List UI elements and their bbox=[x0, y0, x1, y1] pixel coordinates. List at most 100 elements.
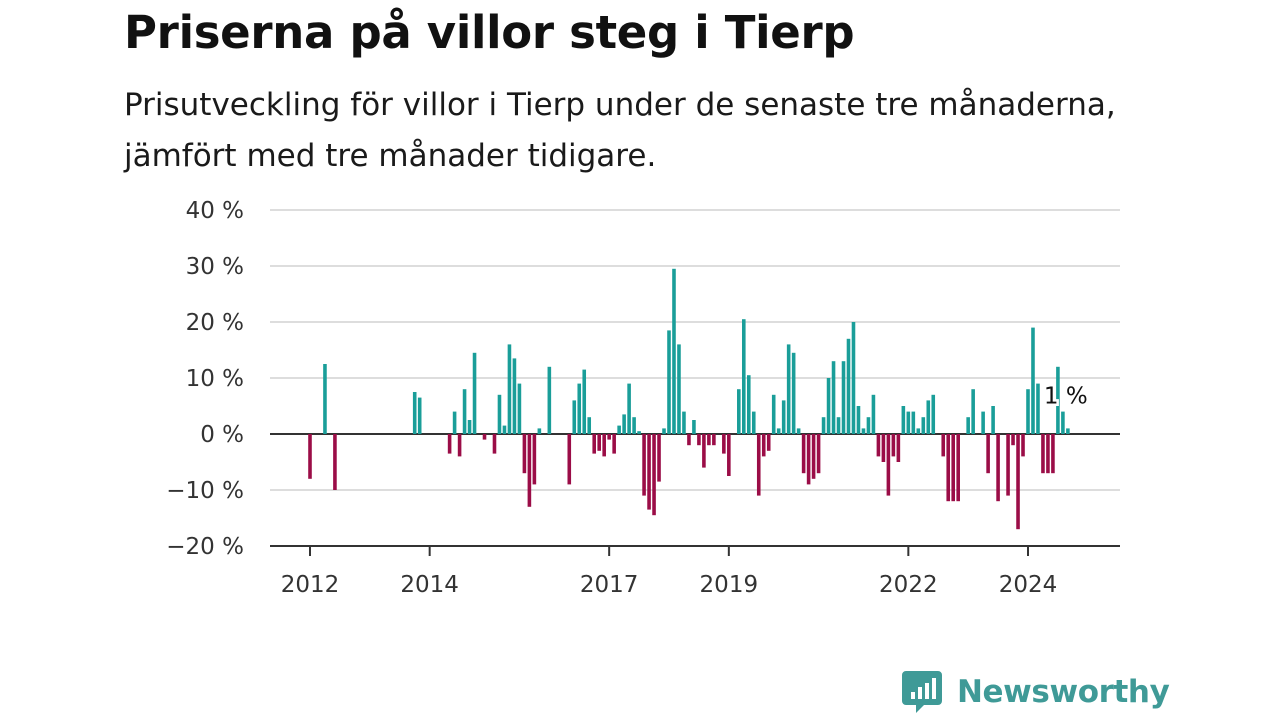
bar bbox=[333, 434, 337, 490]
x-tick-label: 2022 bbox=[879, 572, 938, 598]
y-axis-ticks: 40 % 30 % 20 % 10 % 0 % −10 % −20 % bbox=[166, 198, 244, 560]
bar bbox=[1046, 434, 1050, 474]
x-tick-label: 2024 bbox=[999, 572, 1058, 598]
bar bbox=[951, 434, 956, 502]
bar bbox=[931, 394, 936, 434]
bar bbox=[1056, 366, 1060, 434]
bar bbox=[806, 434, 811, 485]
x-tick-label: 2012 bbox=[281, 572, 340, 598]
bar bbox=[791, 352, 796, 434]
bar bbox=[866, 417, 871, 434]
last-value-label: 1 % bbox=[1044, 383, 1088, 409]
bar bbox=[452, 411, 457, 434]
y-tick-label: −20 % bbox=[166, 534, 244, 560]
bar bbox=[746, 375, 751, 434]
newsworthy-logo-icon bbox=[902, 671, 942, 713]
x-tick-label: 2014 bbox=[400, 572, 459, 598]
bar bbox=[971, 389, 975, 434]
bar bbox=[737, 389, 741, 434]
bar bbox=[896, 434, 901, 462]
bar bbox=[532, 434, 537, 485]
bar bbox=[1026, 389, 1030, 434]
bar bbox=[612, 434, 616, 454]
bar bbox=[527, 434, 532, 507]
bar bbox=[766, 434, 771, 451]
bar bbox=[672, 268, 676, 434]
bar bbox=[821, 417, 826, 434]
bar bbox=[826, 378, 831, 434]
bar bbox=[617, 425, 621, 434]
bar bbox=[946, 434, 951, 502]
bar bbox=[517, 383, 522, 434]
bar bbox=[417, 397, 422, 434]
bar bbox=[702, 434, 706, 468]
bar bbox=[981, 411, 985, 434]
bar bbox=[881, 434, 886, 462]
bar bbox=[856, 406, 861, 434]
bar bbox=[587, 417, 592, 434]
bar bbox=[727, 434, 731, 476]
bar bbox=[1031, 327, 1035, 434]
y-tick-label: 40 % bbox=[186, 198, 244, 224]
bar bbox=[652, 434, 656, 516]
bar bbox=[956, 434, 960, 502]
bar bbox=[781, 400, 786, 434]
bar bbox=[906, 411, 911, 434]
bar bbox=[916, 428, 921, 434]
bar bbox=[816, 434, 821, 474]
bar bbox=[831, 361, 836, 434]
bar bbox=[637, 431, 641, 434]
bar bbox=[836, 417, 841, 434]
bar bbox=[547, 366, 552, 434]
bar bbox=[662, 428, 666, 434]
bar bbox=[677, 344, 681, 434]
bar bbox=[492, 434, 497, 454]
newsworthy-brand: Newsworthy bbox=[902, 670, 1170, 714]
bar bbox=[1051, 434, 1055, 474]
bar bbox=[941, 434, 946, 457]
y-tick-label: 10 % bbox=[186, 366, 244, 392]
bar bbox=[851, 322, 856, 434]
bar bbox=[472, 352, 477, 434]
bar bbox=[712, 434, 716, 446]
bar bbox=[582, 369, 587, 434]
y-tick-label: 30 % bbox=[186, 254, 244, 280]
y-tick-label: 20 % bbox=[186, 310, 244, 336]
gridlines bbox=[270, 209, 1120, 547]
bar bbox=[607, 434, 611, 440]
bar bbox=[891, 434, 896, 457]
bar bbox=[801, 434, 806, 474]
bar bbox=[522, 434, 527, 474]
bar bbox=[323, 364, 327, 434]
bar bbox=[771, 394, 776, 434]
bar bbox=[751, 411, 756, 434]
bar bbox=[462, 389, 467, 434]
bar bbox=[687, 434, 691, 446]
bar bbox=[871, 394, 876, 434]
bar bbox=[841, 361, 846, 434]
bar bbox=[577, 383, 582, 434]
annotations: 1 % bbox=[1041, 381, 1090, 412]
bar bbox=[761, 434, 766, 457]
bar bbox=[776, 428, 781, 434]
bar bbox=[602, 434, 606, 457]
bar bbox=[642, 434, 646, 496]
chart-subtitle: Prisutveckling för villor i Tierp under … bbox=[124, 87, 1116, 174]
bar bbox=[447, 434, 452, 454]
bar bbox=[741, 319, 746, 434]
bar bbox=[991, 406, 995, 434]
bar bbox=[926, 400, 931, 434]
bar bbox=[756, 434, 761, 496]
bar bbox=[647, 434, 651, 510]
bar bbox=[682, 411, 686, 434]
bar bbox=[1061, 411, 1065, 434]
bar bbox=[308, 434, 312, 479]
bar bbox=[457, 434, 462, 457]
bar bbox=[567, 434, 572, 485]
bar bbox=[572, 400, 577, 434]
y-tick-label: −10 % bbox=[166, 478, 244, 504]
x-tick-label: 2017 bbox=[580, 572, 639, 598]
bar bbox=[901, 406, 906, 434]
bar bbox=[811, 434, 816, 479]
